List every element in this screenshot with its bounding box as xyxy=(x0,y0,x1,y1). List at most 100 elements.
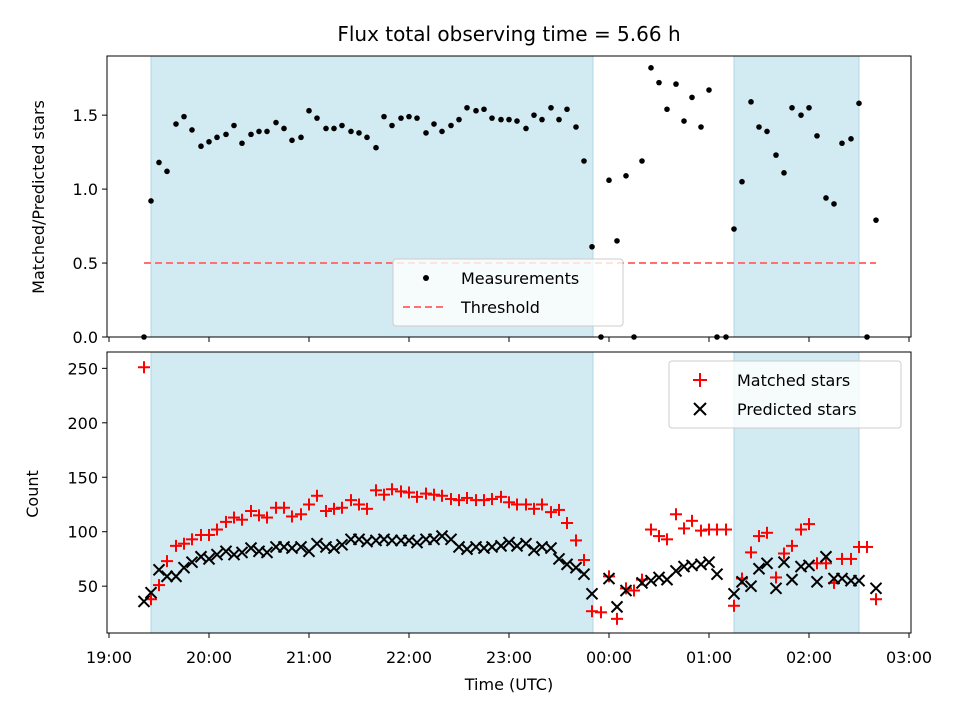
predicted-star-point xyxy=(710,567,724,581)
measurement-point xyxy=(839,140,845,147)
top-y-axis-label: Matched/Predicted stars xyxy=(29,100,48,294)
legend-predicted-marker xyxy=(693,402,707,416)
predicted-star-point xyxy=(310,537,324,550)
matched-star-point xyxy=(245,505,257,518)
matched-star-point xyxy=(138,361,150,374)
measurement-point xyxy=(481,106,487,113)
bottom-x-tick-label: 22:00 xyxy=(386,648,432,667)
matched-star-point xyxy=(345,494,357,507)
bottom-x-tick-label: 01:00 xyxy=(686,648,732,667)
measurement-point xyxy=(556,116,562,123)
top-y-tick-label: 0.0 xyxy=(73,328,98,347)
matched-star-point xyxy=(236,513,248,526)
matched-star-point xyxy=(328,502,340,515)
matched-star-point xyxy=(603,570,615,583)
measurement-point xyxy=(323,125,329,132)
measurement-point xyxy=(406,113,412,120)
measurement-point xyxy=(206,138,212,145)
predicted-star-point xyxy=(869,582,883,595)
matched-star-point xyxy=(228,511,240,524)
measurement-point xyxy=(681,118,687,124)
matched-star-point xyxy=(486,493,498,506)
predicted-star-point xyxy=(569,561,583,574)
matched-star-point xyxy=(786,539,798,552)
bottom-x-tick-label: 20:00 xyxy=(186,648,232,667)
predicted-star-point xyxy=(260,546,274,559)
matched-star-point xyxy=(803,518,815,531)
predicted-star-point xyxy=(610,600,624,614)
measurement-point xyxy=(523,125,529,132)
predicted-star-point xyxy=(835,572,849,585)
matched-star-point xyxy=(186,533,198,546)
measurement-point xyxy=(348,128,354,135)
measurement-point xyxy=(389,122,395,129)
measurement-point xyxy=(814,133,820,139)
matched-star-point xyxy=(386,483,398,496)
predicted-star-point xyxy=(752,562,766,575)
measurement-point xyxy=(606,177,612,184)
bottom-y-tick-label: 200 xyxy=(67,414,98,433)
matched-star-point xyxy=(645,523,657,536)
measurement-point xyxy=(639,158,645,164)
matched-star-point xyxy=(211,523,223,536)
bottom-legend-box xyxy=(668,360,902,429)
predicted-star-point xyxy=(852,574,866,587)
measurement-point xyxy=(431,121,437,127)
matched-star-point xyxy=(653,530,665,543)
predicted-star-point xyxy=(194,550,208,563)
matched-star-point xyxy=(295,508,307,521)
predicted-star-point xyxy=(560,558,574,571)
measurement-point xyxy=(423,130,429,136)
matched-star-point xyxy=(620,582,632,595)
bottom-y-tick-label: 250 xyxy=(67,359,98,378)
matched-star-point xyxy=(161,555,173,568)
matched-star-point xyxy=(411,490,423,503)
measurement-point xyxy=(573,124,579,130)
bottom-y-tick-label: 50 xyxy=(78,577,98,596)
matched-star-point xyxy=(286,510,298,523)
matched-star-point xyxy=(745,546,757,559)
matched-star-point xyxy=(395,485,407,498)
legend-measurements-label: Measurements xyxy=(461,269,579,288)
predicted-star-point xyxy=(385,534,399,547)
predicted-star-point xyxy=(427,533,441,546)
predicted-star-point xyxy=(137,595,151,608)
predicted-star-point xyxy=(202,552,216,566)
matched-star-point xyxy=(578,554,590,567)
measurement-point xyxy=(739,178,745,185)
measurement-point xyxy=(514,118,520,124)
predicted-star-point xyxy=(577,567,591,581)
matched-star-point xyxy=(170,539,182,552)
bottom-x-tick-label: 23:00 xyxy=(486,648,532,667)
matched-star-point xyxy=(261,511,273,524)
measurement-point xyxy=(331,125,337,132)
matched-star-point xyxy=(861,540,873,553)
matched-star-point xyxy=(545,506,557,519)
matched-star-point xyxy=(795,523,807,536)
predicted-stars-points xyxy=(137,529,883,614)
bottom-x-ticks: 19:00 20:00 21:00 22:00 23:00 00:00 01:00 02:00… xyxy=(86,633,932,667)
predicted-star-point xyxy=(585,587,599,600)
measurement-point xyxy=(581,158,587,164)
predicted-star-point xyxy=(402,534,416,547)
bottom-legend: Matched stars Predicted stars xyxy=(668,360,902,429)
measurement-point xyxy=(789,104,795,111)
measurement-points xyxy=(141,65,879,340)
measurement-point xyxy=(214,134,220,141)
predicted-star-point xyxy=(644,574,658,587)
predicted-star-point xyxy=(552,552,566,566)
predicted-star-point xyxy=(777,555,791,569)
predicted-star-point xyxy=(235,546,249,559)
matched-star-point xyxy=(695,524,707,537)
legend-threshold-label: Threshold xyxy=(460,298,540,317)
top-legend: Measurements Threshold xyxy=(392,258,624,327)
measurement-point xyxy=(689,94,695,101)
predicted-star-point xyxy=(510,539,524,553)
measurement-point xyxy=(623,172,629,179)
bottom-x-tick-label: 02:00 xyxy=(786,648,832,667)
predicted-star-point xyxy=(327,541,341,555)
chart-title: Flux total observing time = 5.66 h xyxy=(337,22,680,46)
matched-star-point xyxy=(520,498,532,511)
matched-star-point xyxy=(178,537,190,550)
